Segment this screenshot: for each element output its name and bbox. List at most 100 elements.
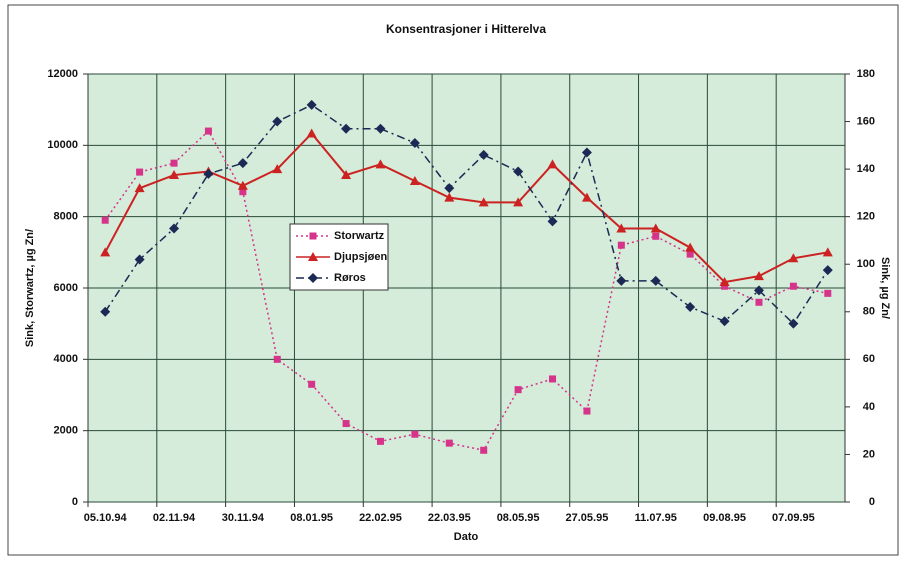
marker: [581, 147, 592, 158]
marker: [617, 241, 625, 249]
marker: [480, 446, 488, 454]
marker: [721, 282, 729, 290]
marker: [306, 99, 317, 110]
legend-marker: [308, 252, 318, 261]
marker: [753, 271, 764, 281]
x-tick-label: 09.08.95: [703, 512, 746, 524]
marker: [134, 183, 145, 193]
x-tick-label: 08.05.95: [497, 512, 540, 524]
marker: [203, 168, 214, 179]
y2-axis-label: Sink, µg Zn/: [879, 257, 891, 319]
marker: [409, 176, 420, 185]
marker: [136, 168, 144, 176]
y2-tick-label: 0: [869, 496, 875, 508]
y-tick-label: 10000: [47, 139, 78, 151]
marker: [409, 137, 420, 148]
series-line: [104, 131, 828, 284]
marker: [822, 247, 833, 257]
marker: [444, 183, 455, 194]
marker: [616, 223, 627, 233]
marker: [342, 420, 350, 428]
marker: [547, 216, 558, 227]
y-tick-label: 8000: [54, 211, 78, 223]
legend-marker: [308, 273, 318, 283]
marker: [685, 302, 696, 313]
marker: [513, 197, 524, 207]
y2-tick-label: 120: [857, 211, 875, 223]
y-tick-label: 12000: [47, 68, 78, 80]
marker: [308, 380, 316, 388]
y2-tick-label: 40: [863, 401, 875, 413]
y2-tick-label: 100: [857, 258, 875, 270]
legend: Storwartz Djupsjøen Røros: [289, 223, 389, 291]
marker: [306, 128, 317, 138]
marker: [237, 180, 248, 190]
marker: [376, 437, 384, 445]
marker: [686, 250, 694, 258]
x-tick-label: 05.10.94: [84, 512, 128, 524]
marker: [169, 170, 180, 180]
marker: [549, 375, 557, 383]
marker: [547, 159, 558, 169]
y-tick-label: 2000: [54, 425, 78, 437]
marker: [789, 282, 797, 290]
marker: [822, 265, 833, 276]
y2-tick-label: 180: [857, 68, 875, 80]
series-line: [104, 129, 828, 452]
y-tick-label: 4000: [54, 353, 78, 365]
marker: [824, 289, 832, 297]
marker: [650, 275, 661, 286]
marker: [478, 149, 489, 160]
marker: [719, 277, 730, 287]
marker: [514, 386, 522, 394]
marker: [513, 166, 524, 177]
marker: [375, 159, 386, 169]
marker: [445, 439, 453, 447]
x-axis-label: Dato: [454, 531, 479, 543]
marker: [478, 197, 489, 207]
y-tick-label: 0: [72, 496, 78, 508]
y2-tick-label: 80: [863, 306, 875, 318]
marker: [101, 216, 109, 224]
marker: [239, 188, 247, 196]
y2-tick-label: 60: [863, 353, 875, 365]
x-tick-label: 22.02.95: [359, 512, 402, 524]
marker: [134, 254, 145, 265]
marker: [100, 247, 111, 257]
legend-marker: [309, 232, 317, 240]
marker: [650, 223, 661, 233]
x-tick-label: 08.01.95: [290, 512, 333, 524]
marker: [100, 306, 111, 317]
marker: [755, 298, 763, 306]
marker: [237, 158, 248, 169]
marker: [685, 242, 696, 252]
legend-label: Storwartz: [334, 230, 385, 242]
y2-tick-label: 140: [857, 163, 875, 175]
marker: [170, 159, 178, 167]
legend-label: Djupsjøen: [334, 251, 387, 263]
marker: [788, 253, 799, 263]
legend-label: Røros: [334, 272, 366, 284]
y2-tick-label: 160: [857, 115, 875, 127]
marker: [411, 430, 419, 438]
chart-title: Konsentrasjoner i Hitterelva: [386, 22, 546, 36]
y-axis-label: Sink, Storwartz, µg Zn/: [24, 229, 36, 347]
x-tick-label: 02.11.94: [153, 512, 196, 524]
marker: [272, 116, 283, 127]
marker: [788, 318, 799, 329]
marker: [273, 355, 281, 363]
marker: [169, 223, 180, 234]
y2-tick-label: 20: [863, 448, 875, 460]
marker: [375, 123, 386, 134]
marker: [272, 164, 283, 174]
marker: [341, 123, 352, 134]
marker: [719, 316, 730, 327]
marker: [204, 127, 212, 135]
marker: [581, 192, 592, 202]
x-tick-label: 22.03.95: [428, 512, 471, 524]
x-tick-label: 27.05.95: [566, 512, 609, 524]
marker: [616, 275, 627, 286]
series-line: [104, 104, 829, 325]
